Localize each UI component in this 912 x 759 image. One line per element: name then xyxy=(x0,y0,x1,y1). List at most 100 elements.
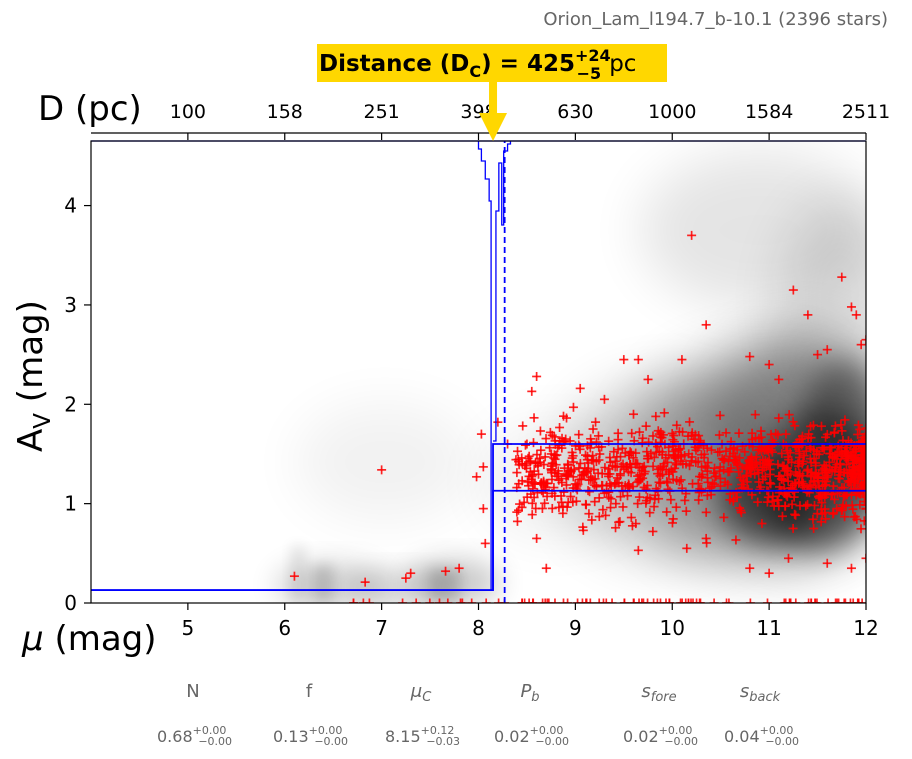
star-point xyxy=(812,598,822,603)
star-point xyxy=(542,491,552,501)
star-point xyxy=(856,524,866,534)
star-point xyxy=(605,452,615,462)
star-point xyxy=(652,598,662,603)
star-point xyxy=(638,598,648,603)
star-point xyxy=(562,502,572,512)
star-point xyxy=(648,526,658,536)
star-point xyxy=(853,420,863,430)
star-point xyxy=(454,563,464,573)
star-point xyxy=(481,598,491,603)
star-point xyxy=(676,598,686,603)
star-point xyxy=(848,504,858,514)
star-point xyxy=(575,383,585,393)
y-axis-ticks: 0 1 2 3 4 xyxy=(64,194,91,615)
star-point xyxy=(520,598,530,603)
star-point xyxy=(834,467,844,477)
star-point xyxy=(810,598,820,603)
star-point xyxy=(575,458,585,468)
star-point xyxy=(561,471,571,481)
star-point xyxy=(690,430,700,440)
star-point xyxy=(791,598,801,603)
star-point xyxy=(740,447,750,457)
star-point xyxy=(663,457,673,467)
star-point xyxy=(788,417,798,427)
star-point xyxy=(831,598,841,603)
star-point xyxy=(857,598,866,603)
star-point xyxy=(540,498,550,508)
star-point xyxy=(789,492,799,502)
star-point xyxy=(561,480,571,490)
star-point xyxy=(781,429,791,439)
top-tick-label: 158 xyxy=(267,101,303,123)
star-point xyxy=(566,491,576,501)
star-point xyxy=(607,598,617,603)
star-point xyxy=(667,518,677,528)
star-point xyxy=(672,420,682,430)
star-point xyxy=(512,516,522,526)
star-point xyxy=(810,500,820,510)
star-point xyxy=(709,598,719,603)
star-point xyxy=(731,487,741,497)
star-point xyxy=(765,464,775,474)
star-point xyxy=(643,598,653,603)
star-point xyxy=(493,417,503,427)
star-point xyxy=(806,421,816,431)
star-point xyxy=(790,421,800,431)
star-point xyxy=(680,495,690,505)
star-point xyxy=(594,455,604,465)
star-point xyxy=(696,438,706,448)
star-point xyxy=(750,410,760,420)
star-point xyxy=(845,598,855,603)
star-point xyxy=(842,468,852,478)
star-point xyxy=(563,466,573,476)
star-point xyxy=(598,598,608,603)
star-point xyxy=(848,598,858,603)
star-point xyxy=(620,598,630,603)
star-point xyxy=(762,497,772,507)
star-point xyxy=(784,410,794,420)
star-point xyxy=(822,558,832,568)
star-point xyxy=(851,446,861,456)
star-point xyxy=(701,320,711,330)
x-tick-label: 6 xyxy=(278,616,291,640)
star-point xyxy=(702,490,712,500)
star-point xyxy=(752,465,762,475)
star-point xyxy=(746,452,756,462)
star-point xyxy=(678,427,688,437)
param-name: sback xyxy=(740,681,781,705)
star-point xyxy=(857,450,866,460)
star-point xyxy=(441,566,451,576)
star-point xyxy=(611,499,621,509)
star-point xyxy=(836,506,846,516)
star-point xyxy=(648,461,658,471)
star-point xyxy=(536,445,546,455)
star-point xyxy=(532,371,542,381)
star-point xyxy=(668,474,678,484)
star-point xyxy=(699,449,709,459)
star-point xyxy=(591,417,601,427)
star-point xyxy=(358,598,368,603)
star-point xyxy=(610,462,620,472)
star-point xyxy=(669,451,679,461)
star-point xyxy=(568,457,578,467)
star-point xyxy=(768,491,778,501)
star-point xyxy=(781,464,791,474)
star-point xyxy=(600,463,610,473)
star-point xyxy=(806,480,816,490)
star-point xyxy=(777,448,787,458)
star-point xyxy=(787,457,797,467)
param-name: Pb xyxy=(520,681,539,705)
star-point xyxy=(735,453,745,463)
star-point xyxy=(527,386,537,396)
star-point xyxy=(777,511,787,521)
star-point xyxy=(762,598,772,603)
star-point xyxy=(794,478,804,488)
star-point xyxy=(692,598,702,603)
star-point xyxy=(859,516,866,526)
star-point xyxy=(606,494,616,504)
star-point xyxy=(591,437,601,447)
star-point xyxy=(840,512,850,522)
star-point xyxy=(523,481,533,491)
star-point xyxy=(547,503,557,513)
star-point xyxy=(657,450,667,460)
